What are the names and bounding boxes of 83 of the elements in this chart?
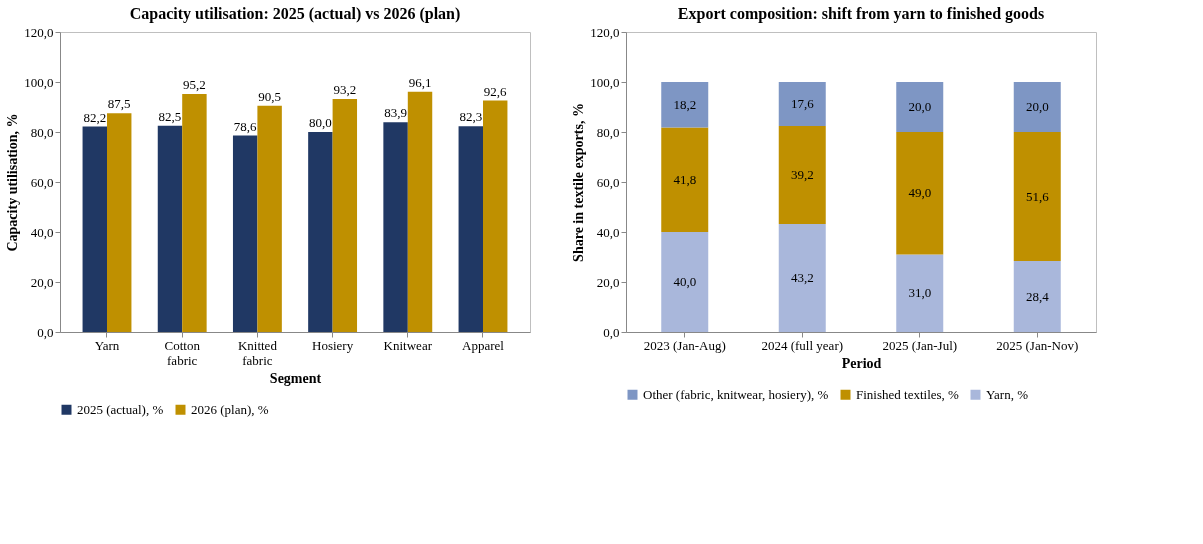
- data-label: 41,8: [673, 171, 697, 187]
- data-label: 83,9: [384, 105, 407, 121]
- bar: [778, 82, 826, 126]
- data-label: 40,0: [673, 274, 697, 289]
- data-label: 82,2: [83, 109, 107, 125]
- data-label: 93,2: [333, 82, 357, 97]
- bar: [257, 105, 282, 332]
- data-label: 18,2: [673, 96, 697, 112]
- y-tick-label: 40,0: [596, 224, 620, 240]
- chart-title: Capacity utilisation: 2025 (actual) vs 2026 (plan): [129, 5, 461, 23]
- bar: [896, 82, 944, 132]
- legend-label: 2025 (actual), %: [77, 401, 164, 417]
- y-tick-label: 80,0: [30, 124, 54, 140]
- data-label: 80,0: [309, 115, 332, 130]
- y-tick-label: 40,0: [30, 224, 54, 240]
- bar: [308, 132, 333, 332]
- bar: [182, 94, 207, 332]
- data-label: 49,0: [908, 185, 932, 201]
- bar: [107, 113, 132, 332]
- y-tick-label: 80,0: [596, 124, 620, 140]
- data-label: 39,2: [790, 167, 814, 182]
- data-label: 82,3: [459, 109, 483, 125]
- bar: [778, 126, 826, 224]
- data-label: 43,2: [790, 270, 814, 285]
- data-label: 20,0: [1025, 99, 1049, 114]
- x-tick-label: Cotton fabric: [164, 337, 201, 368]
- bar: [778, 224, 826, 332]
- legend-label: Yarn, %: [986, 386, 1029, 402]
- bar: [82, 126, 107, 332]
- y-tick-label: 120,0: [590, 24, 620, 40]
- legend-label: Other (fabric, knitwear, hosiery), %: [643, 386, 829, 402]
- bar: [661, 127, 709, 232]
- x-tick-label: 2025 (Jan-Nov): [996, 337, 1079, 353]
- x-tick-label: Apparel: [462, 337, 505, 353]
- bar: [1013, 261, 1061, 332]
- bar: [232, 135, 258, 332]
- x-tick-label: 2023 (Jan-Aug): [643, 337, 726, 353]
- bar: [1013, 132, 1061, 261]
- data-label: 51,6: [1025, 188, 1050, 204]
- data-label: 96,1: [408, 74, 432, 90]
- data-label: 20,0: [908, 99, 932, 114]
- data-label: 82,5: [158, 108, 182, 124]
- y-tick-label: 20,0: [30, 274, 54, 290]
- x-axis-title: Segment: [269, 370, 322, 386]
- bar: [661, 232, 709, 332]
- x-tick-label: Hosiery: [312, 337, 354, 353]
- data-label: 31,0: [908, 285, 932, 301]
- bar: [157, 125, 183, 332]
- data-label: 78,6: [233, 118, 258, 134]
- bar: [896, 132, 944, 255]
- x-tick-label: Yarn: [94, 337, 120, 353]
- y-tick-label: 60,0: [30, 174, 54, 190]
- bar: [332, 99, 358, 332]
- data-label: 92,6: [483, 83, 508, 99]
- y-axis-title: Capacity utilisation, %: [5, 113, 21, 252]
- x-axis-title: Period: [841, 355, 882, 371]
- bar: [1013, 82, 1061, 132]
- x-tick-label: 2024 (full year): [761, 337, 844, 353]
- y-tick-label: 0,0: [603, 324, 620, 340]
- y-tick-label: 100,0: [590, 74, 620, 90]
- bar: [483, 100, 508, 332]
- data-label: 17,6: [790, 96, 815, 111]
- y-tick-label: 100,0: [24, 74, 54, 90]
- data-label: 90,5: [258, 88, 281, 104]
- bar: [896, 254, 944, 332]
- y-tick-label: 120,0: [24, 24, 54, 40]
- y-axis-title: Share in textile exports, %: [571, 103, 587, 262]
- x-tick-label: Knitwear: [383, 337, 433, 353]
- x-tick-label: Knitted fabric: [237, 337, 278, 368]
- y-tick-label: 0,0: [37, 324, 54, 340]
- bar: [458, 126, 483, 332]
- x-tick-label: 2025 (Jan-Jul): [882, 337, 958, 353]
- y-tick-label: 60,0: [596, 174, 620, 190]
- y-tick-label: 20,0: [596, 274, 620, 290]
- data-label: 87,5: [107, 96, 131, 112]
- legend-label: Finished textiles, %: [856, 386, 960, 402]
- bar: [407, 91, 433, 332]
- data-label: 28,4: [1025, 288, 1050, 304]
- legend-label: 2026 (plan), %: [191, 401, 269, 417]
- bar: [383, 122, 408, 332]
- data-label: 95,2: [183, 77, 206, 92]
- bar: [661, 82, 709, 128]
- chart-title: Export composition: shift from yarn to finished goods: [677, 5, 1045, 23]
